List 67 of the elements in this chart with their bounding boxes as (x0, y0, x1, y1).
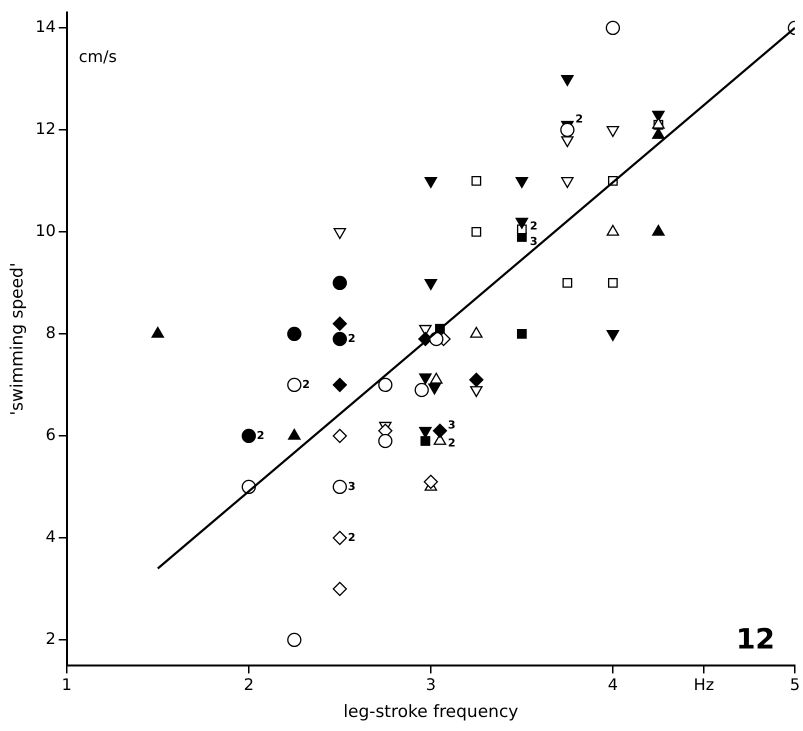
y-tick-label: 6 (46, 425, 56, 444)
y-tick-label: 12 (35, 119, 56, 138)
annotation: 2 (348, 332, 356, 345)
annotation: 2 (302, 378, 310, 391)
point (242, 428, 256, 444)
point (287, 326, 302, 342)
point (424, 474, 438, 489)
annotation: 2 (448, 436, 456, 450)
annotation: 12 (736, 622, 775, 656)
point (378, 378, 392, 392)
point (332, 480, 347, 494)
point (424, 279, 438, 290)
annotation: 3 (530, 234, 538, 248)
point (424, 177, 438, 188)
y-tick-label: 14 (35, 17, 56, 36)
point (332, 582, 347, 596)
annotation: cm/s (78, 46, 117, 66)
point (516, 218, 528, 229)
point (332, 316, 347, 331)
point (561, 75, 574, 86)
point (562, 278, 572, 288)
annotation: 2 (575, 112, 584, 126)
point (332, 332, 347, 346)
point (516, 329, 527, 339)
y-axis-title: 'swimming speed' (8, 262, 28, 416)
point (606, 330, 620, 342)
point (428, 384, 441, 395)
point (287, 632, 302, 648)
x-tick-label: 3 (426, 675, 436, 694)
x-tick-label: 1 (62, 675, 72, 694)
point (332, 530, 347, 546)
point (561, 136, 574, 148)
annotation: 2 (348, 530, 356, 544)
annotation: 2 (256, 428, 264, 442)
x-tick-label: Hz (694, 675, 714, 694)
point (560, 122, 575, 138)
x-axis-title: leg-stroke frequency (343, 702, 518, 722)
point (332, 378, 347, 392)
point (516, 177, 528, 188)
annotation: 3 (448, 418, 456, 432)
point (608, 278, 618, 288)
point (471, 176, 482, 186)
point (332, 276, 347, 290)
point (606, 126, 620, 138)
point (419, 373, 432, 384)
point (414, 382, 429, 398)
point (561, 177, 574, 188)
y-tick-label: 8 (46, 323, 56, 342)
point (469, 372, 484, 387)
point (287, 378, 302, 392)
x-tick-label: 4 (608, 675, 618, 694)
annotation: 3 (348, 480, 356, 493)
point (471, 227, 482, 237)
x-tick-label: 5 (790, 675, 800, 694)
point (606, 20, 620, 36)
point (334, 228, 346, 240)
point (419, 426, 432, 438)
x-tick-label: 2 (244, 675, 254, 694)
annotation: 2 (530, 220, 538, 233)
point (432, 424, 448, 438)
point (332, 428, 347, 444)
y-tick-label: 4 (46, 527, 56, 546)
point (378, 434, 392, 448)
y-tick-label: 2 (46, 629, 56, 648)
point (420, 436, 430, 446)
y-tick-label: 10 (35, 221, 56, 240)
point (470, 386, 483, 398)
